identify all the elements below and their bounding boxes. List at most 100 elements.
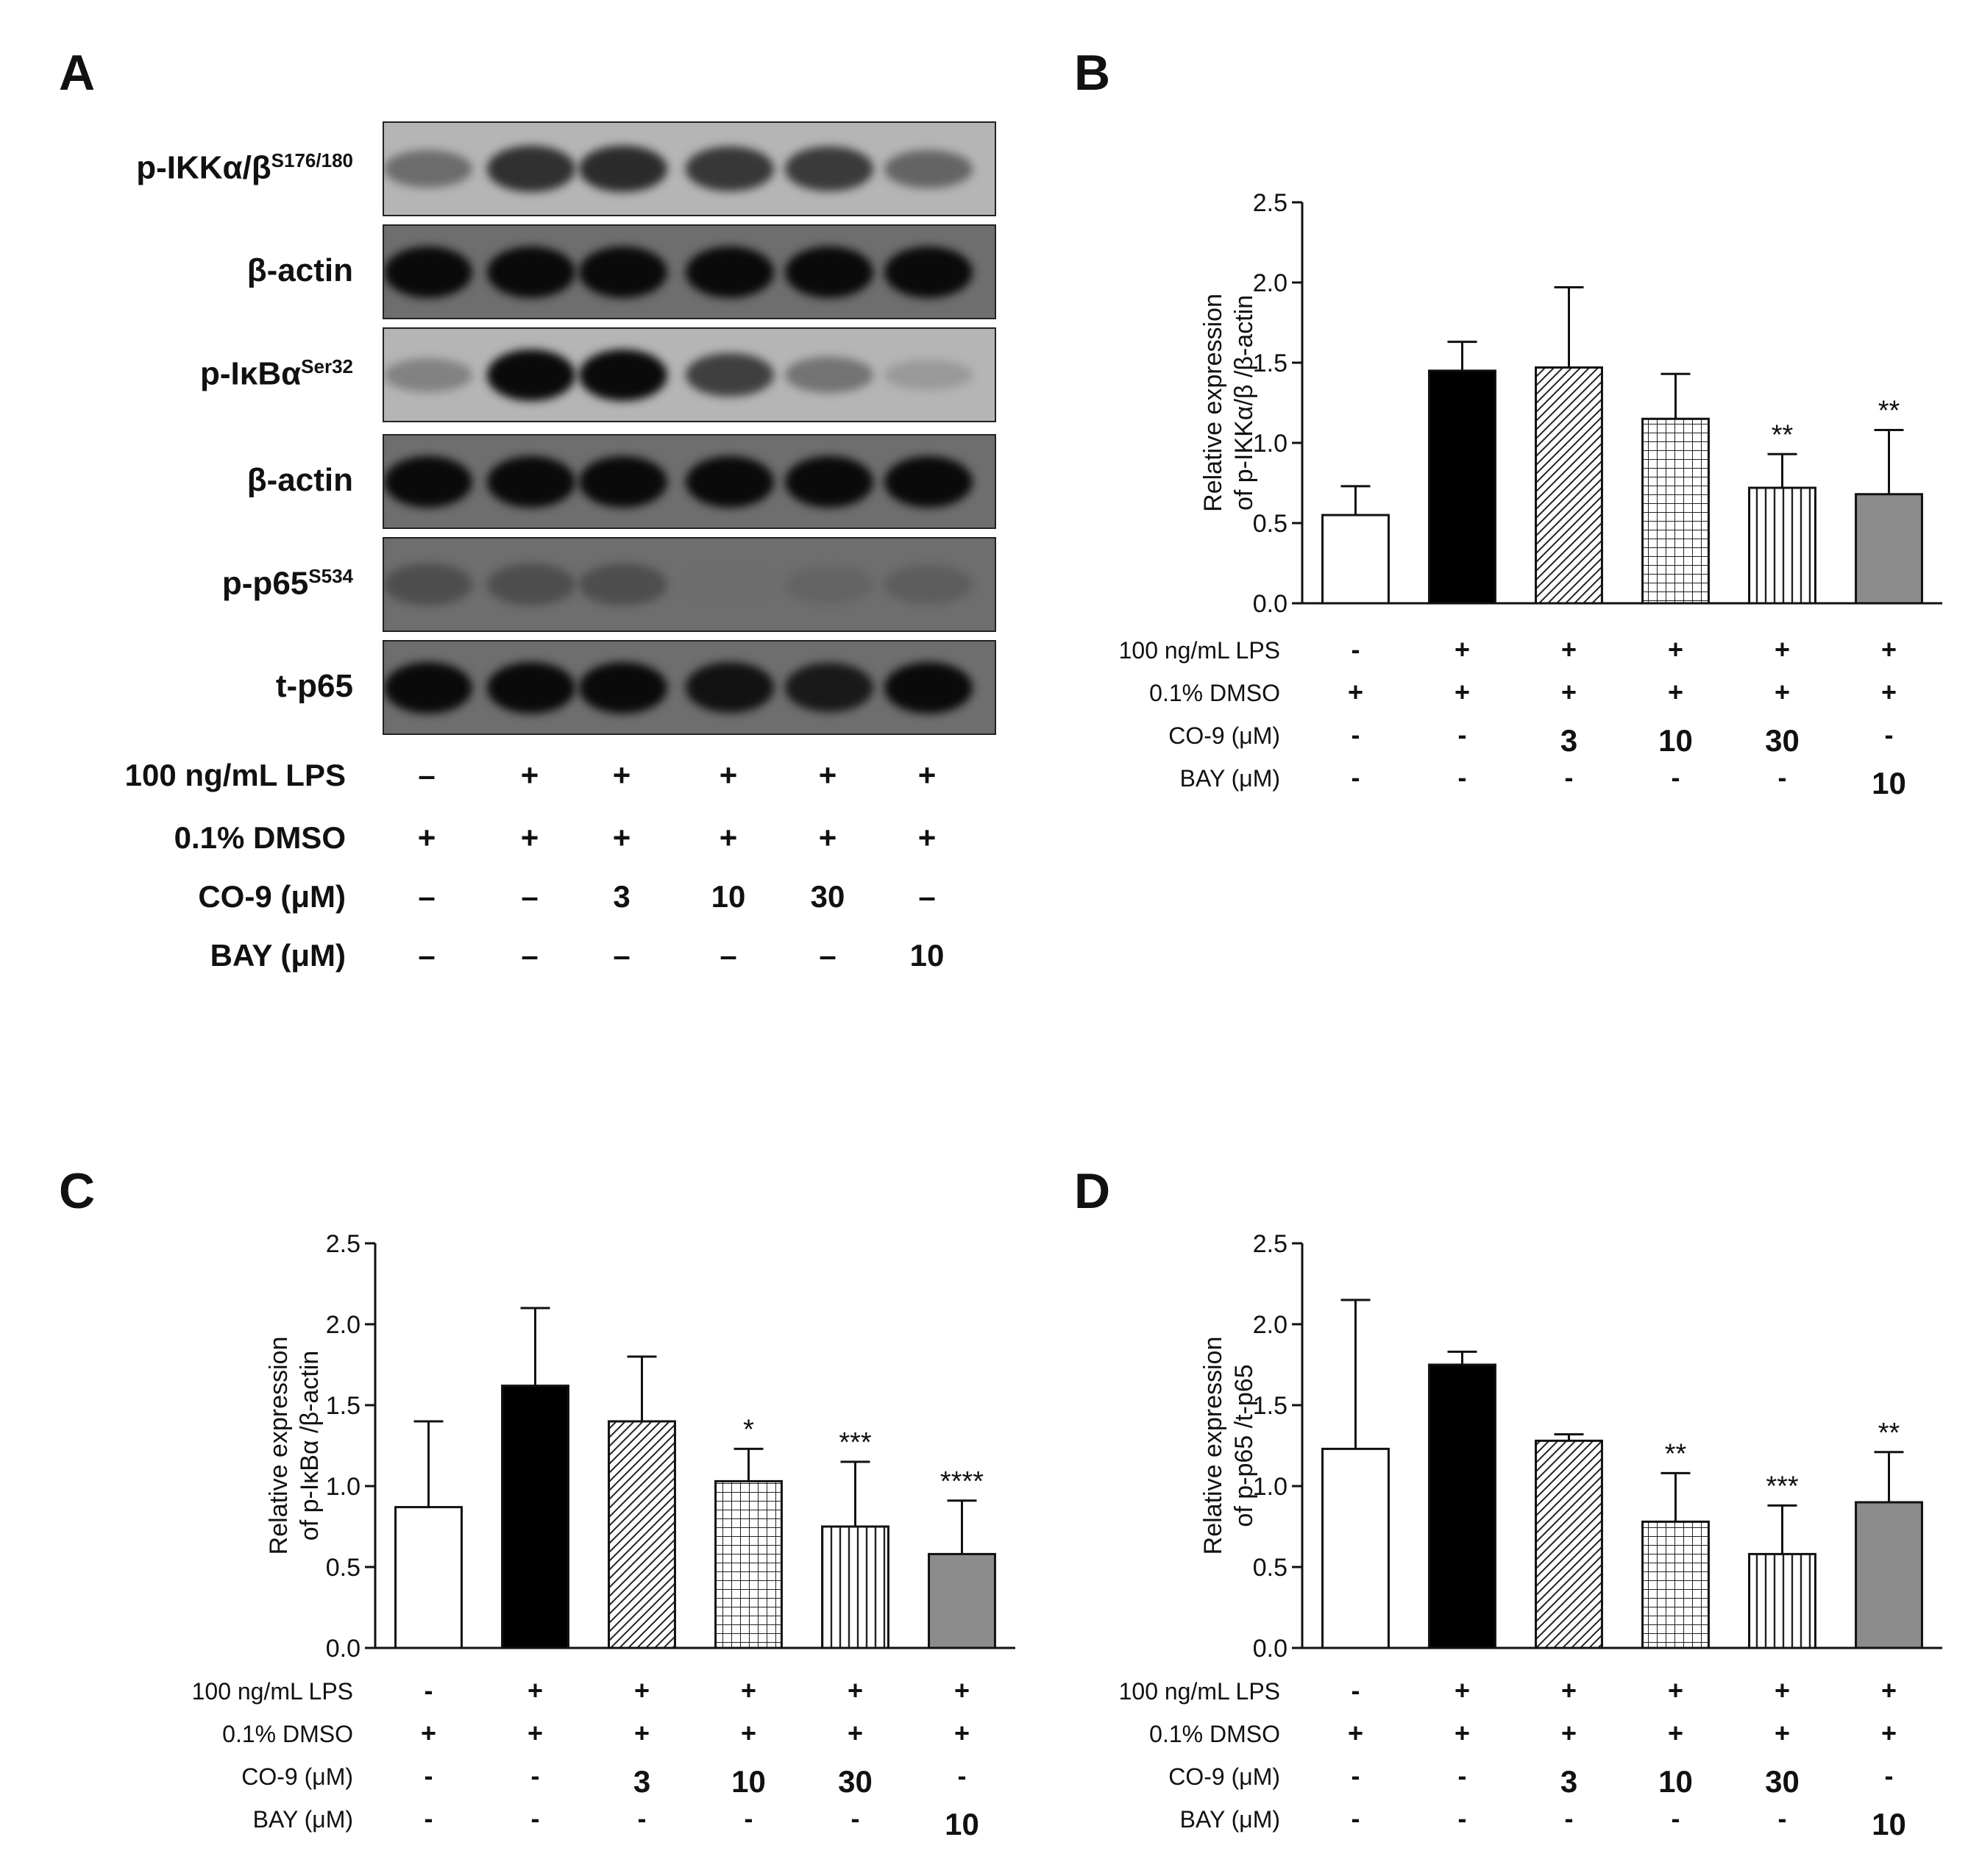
blot-condition-value: –	[418, 879, 436, 914]
blot-band	[487, 455, 575, 508]
condition-label: 100 ng/mL LPS	[1119, 1678, 1280, 1705]
y-tick-label: 2.0	[1253, 269, 1287, 297]
bar	[501, 1385, 569, 1649]
blot-condition-value: 3	[613, 879, 631, 914]
blot-condition-value: +	[719, 758, 738, 792]
blot-band	[884, 246, 973, 298]
condition-value: +	[1348, 677, 1363, 707]
blot-band	[384, 358, 472, 392]
significance-label: **	[1665, 1438, 1687, 1469]
condition-value: -	[1565, 1803, 1574, 1833]
condition-value: +	[634, 1718, 650, 1748]
condition-value: +	[741, 1718, 756, 1748]
y-tick-label: 0.5	[1253, 1554, 1287, 1582]
blot-band	[884, 661, 973, 714]
blot-strip-3	[383, 434, 996, 529]
y-tick-label: 0.5	[1253, 510, 1287, 538]
bar	[1321, 1447, 1390, 1649]
condition-value: +	[1454, 1718, 1470, 1748]
blot-condition-value: +	[612, 820, 631, 855]
bar	[714, 1479, 783, 1649]
bar	[1748, 486, 1816, 605]
panel-letter-b: B	[1074, 45, 1111, 101]
blot-condition-value: –	[521, 938, 539, 973]
condition-value: 3	[1560, 1764, 1577, 1799]
blot-band	[785, 663, 873, 712]
y-tick-label: 0.0	[1253, 1635, 1287, 1663]
condition-value: -	[1351, 1675, 1360, 1705]
bar	[394, 1506, 463, 1649]
condition-value: -	[425, 1760, 433, 1791]
condition-value: +	[1454, 1675, 1470, 1705]
blot-band	[487, 349, 575, 401]
y-tick-label: 1.5	[1253, 1392, 1287, 1420]
condition-value: -	[1778, 762, 1787, 792]
condition-value: +	[1881, 1718, 1897, 1748]
blot-label-text: p-IKKα/β	[136, 149, 271, 186]
blot-condition-value: +	[520, 758, 539, 792]
y-tick-label: 2.0	[1253, 1311, 1287, 1339]
blot-label-text: p-p65	[221, 565, 309, 602]
condition-value: +	[1881, 1675, 1897, 1705]
blot-condition-value: 10	[909, 938, 945, 973]
blot-band	[785, 565, 873, 604]
blot-condition-value: –	[819, 938, 837, 973]
condition-value: +	[1775, 677, 1790, 707]
condition-value: +	[1561, 1718, 1577, 1748]
blot-label-sup: S534	[308, 565, 353, 587]
condition-value: -	[1458, 1803, 1467, 1833]
bar	[1641, 1520, 1710, 1649]
blot-condition-value: +	[612, 758, 631, 792]
condition-value: +	[1348, 1718, 1363, 1748]
condition-value: +	[954, 1718, 970, 1748]
condition-value: +	[1775, 1718, 1790, 1748]
condition-value: +	[1668, 1675, 1683, 1705]
condition-value: +	[528, 1675, 543, 1705]
blot-condition-value: –	[720, 938, 737, 973]
blot-condition-label: 0.1% DMSO	[174, 820, 346, 855]
condition-value: 10	[1658, 723, 1693, 758]
blot-label-text: β-actin	[246, 252, 353, 288]
condition-value: +	[1454, 677, 1470, 707]
y-tick-label: 1.5	[1253, 349, 1287, 377]
condition-label: BAY (μM)	[1180, 765, 1280, 792]
y-tick-label: 0.0	[326, 1635, 360, 1663]
chart-c: 0.0 0.5 1.0 1.5 2.0 2.5 Relative expression of …	[192, 1230, 1015, 1841]
condition-value: -	[1458, 1760, 1467, 1791]
condition-value: 10	[731, 1764, 766, 1799]
blot-condition-label: CO-9 (μM)	[198, 879, 346, 914]
y-axis-label: of p-IκBα /β-actin	[296, 1351, 324, 1541]
blot-band	[785, 455, 873, 508]
condition-value: -	[1458, 762, 1467, 792]
condition-value: -	[425, 1675, 433, 1705]
blot-band	[579, 455, 667, 508]
blot-label-text: p-IκBα	[200, 355, 302, 392]
condition-value: -	[425, 1803, 433, 1833]
blot-label-3: β-actin	[110, 462, 353, 499]
condition-value: +	[741, 1675, 756, 1705]
bar	[1321, 514, 1390, 605]
blot-label-text: t-p65	[275, 668, 353, 704]
bar	[1641, 417, 1710, 605]
condition-value: +	[528, 1718, 543, 1748]
condition-value: -	[958, 1760, 967, 1791]
condition-label: CO-9 (μM)	[1168, 1763, 1280, 1790]
y-tick-label: 1.0	[326, 1473, 360, 1501]
blot-condition-label: 100 ng/mL LPS	[124, 758, 346, 792]
condition-value: -	[1778, 1803, 1787, 1833]
blot-band	[487, 661, 575, 714]
blot-band	[884, 359, 973, 391]
condition-value: 10	[1872, 1807, 1906, 1841]
condition-value: 3	[633, 1764, 650, 1799]
y-axis-label: of p-p65 /t-p65	[1230, 1364, 1258, 1527]
blot-label-sup: S176/180	[271, 149, 353, 171]
condition-value: 30	[1765, 1764, 1800, 1799]
condition-value: -	[1351, 1760, 1360, 1791]
blot-band	[686, 662, 774, 713]
condition-value: +	[1775, 634, 1790, 664]
condition-value: +	[1775, 1675, 1790, 1705]
blot-condition-value: +	[719, 820, 738, 855]
condition-value: -	[851, 1803, 860, 1833]
blot-band	[384, 150, 472, 188]
blot-band	[384, 246, 472, 298]
